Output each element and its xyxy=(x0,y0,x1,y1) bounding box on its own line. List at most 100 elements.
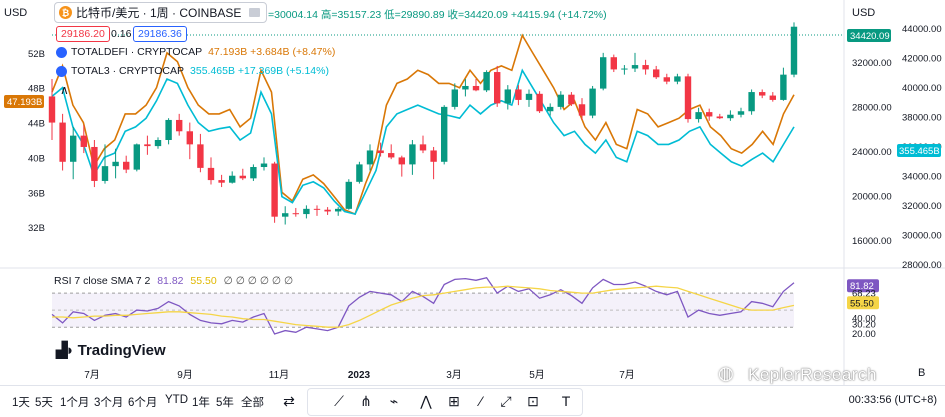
left-axis-tick: 40B xyxy=(28,153,45,164)
candle-body xyxy=(716,116,723,119)
right-axis-tick-2: 32000.00 xyxy=(852,58,892,69)
left-axis-tick: 32B xyxy=(28,223,45,234)
right-axis-currency[interactable]: USD xyxy=(852,7,876,19)
wechat-icon: ◍ xyxy=(718,363,734,383)
candle-body xyxy=(759,92,766,96)
right-axis-tick: 34000.00 xyxy=(902,172,942,183)
candle-body xyxy=(250,167,257,179)
candle-body xyxy=(684,76,692,120)
left-axis-tick: 48B xyxy=(28,84,45,95)
candle-body xyxy=(451,89,458,107)
tradingview-logo[interactable]: ▟◗ TradingView xyxy=(56,341,166,360)
calendar-icon[interactable]: ⇄ xyxy=(283,392,295,409)
ruler-icon[interactable]: ⁄ xyxy=(479,393,483,409)
candle-body xyxy=(419,144,427,151)
range-icon[interactable]: ⊡ xyxy=(527,392,539,409)
defi-badge xyxy=(4,95,44,108)
candle-body xyxy=(642,65,649,70)
measure-icon[interactable]: ⤢ xyxy=(500,392,512,409)
candle-body xyxy=(59,122,66,162)
right-axis-tick-2: 16000.00 xyxy=(852,236,892,247)
timeframe-1[interactable]: 5天 xyxy=(35,397,53,409)
rsi-legend[interactable]: RSI 7 close SMA 7 2 81.82 55.50 ∅ ∅ ∅ ∅ … xyxy=(54,275,294,287)
timeframe-7[interactable]: 5年 xyxy=(216,397,234,409)
candle-body xyxy=(398,157,405,165)
right-axis-tick: 42000.00 xyxy=(902,54,942,65)
candle-body xyxy=(313,208,321,210)
candle-body xyxy=(123,161,130,170)
candle-body xyxy=(207,167,215,181)
clock-readout[interactable]: 00:33:56 (UTC+8) xyxy=(848,394,937,406)
series-line-0 xyxy=(51,33,795,216)
timeframe-4[interactable]: 6个月 xyxy=(128,397,158,409)
candle-body xyxy=(154,140,162,147)
last-price-label: 34420.09 xyxy=(850,31,890,42)
right-axis-tick-2: 28000.00 xyxy=(852,103,892,114)
log-scale-toggle[interactable]: B xyxy=(918,367,926,379)
rsi-axis-tick: 40.00 xyxy=(852,314,876,325)
candle-body xyxy=(663,77,670,82)
timeframe-6[interactable]: 1年 xyxy=(192,397,210,409)
fib-icon[interactable]: ⊞ xyxy=(448,392,460,409)
pitchfork-icon[interactable]: ⋔ xyxy=(360,392,372,409)
candle-body xyxy=(631,65,639,69)
x-axis-tick: 5月 xyxy=(529,369,545,381)
timeframe-2[interactable]: 1个月 xyxy=(60,397,90,409)
brush-icon[interactable]: ⌁ xyxy=(389,392,399,409)
candle-body xyxy=(780,74,787,100)
total3-label: 355.465B xyxy=(899,146,940,157)
left-axis-currency[interactable]: USD xyxy=(4,7,28,19)
candle-body xyxy=(80,135,87,147)
timeframe-0[interactable]: 1天 xyxy=(12,397,30,409)
left-axis-tick: 36B xyxy=(28,188,45,199)
candle-body xyxy=(282,213,289,217)
sell-price-box[interactable]: 29186.20 xyxy=(56,26,110,42)
legend-dot-icon xyxy=(56,46,67,58)
legend-total3[interactable]: TOTAL3 · CRYPTOCAP 355.465B +17.369B (+5… xyxy=(56,65,329,77)
collapse-legend-icon[interactable]: ∧ xyxy=(60,83,69,97)
candle-body xyxy=(165,119,172,140)
buy-price-box[interactable]: 29186.36 xyxy=(133,26,187,42)
watermark-text: KeplerResearch xyxy=(748,365,877,384)
timeframe-5[interactable]: YTD xyxy=(165,394,188,406)
text-icon[interactable]: T xyxy=(561,393,571,409)
candle-body xyxy=(568,94,575,105)
x-axis-tick: 9月 xyxy=(177,369,193,381)
x-axis-tick: 7月 xyxy=(84,369,100,381)
candle-body xyxy=(176,119,183,132)
symbol-selector[interactable]: ₿ 比特币/美元 · 1周 · COINBASE xyxy=(54,2,268,23)
rsi-value-label: 81.82 xyxy=(850,281,874,292)
compare-icon[interactable] xyxy=(249,8,261,17)
candle-body xyxy=(101,166,109,181)
right-axis-tick: 40000.00 xyxy=(902,83,942,94)
last-price-badge xyxy=(847,29,891,42)
timeframe-8[interactable]: 全部 xyxy=(241,397,264,409)
candle-body xyxy=(515,89,522,100)
candle-body xyxy=(377,150,384,154)
candle-body xyxy=(737,111,745,115)
pattern-icon[interactable]: ⋀ xyxy=(420,392,432,409)
legend-totaldefi[interactable]: TOTALDEFI · CRYPTOCAP 47.193B +3.684B (+… xyxy=(56,46,335,58)
candle-body xyxy=(303,208,310,215)
candle-body xyxy=(345,181,352,209)
candle-body xyxy=(674,76,681,82)
right-axis-tick: 32000.00 xyxy=(902,201,942,212)
timeframe-3[interactable]: 3个月 xyxy=(94,397,124,409)
ohlc-readout: =30004.14 高=35157.23 低=29890.89 收=34420.… xyxy=(268,9,607,21)
candle-body xyxy=(441,106,448,162)
candle-body xyxy=(324,209,331,212)
candle-body xyxy=(292,213,299,215)
candle-body xyxy=(197,144,204,168)
total3-badge xyxy=(897,144,941,157)
trendline-icon[interactable]: ⟋ xyxy=(334,392,344,409)
candle-body xyxy=(112,161,119,167)
candle-body xyxy=(388,153,395,158)
candle-body xyxy=(91,146,98,181)
candle-body xyxy=(578,104,586,116)
candle-body xyxy=(504,89,511,104)
candle-body xyxy=(472,85,480,91)
candle-body xyxy=(536,93,543,112)
candle-body xyxy=(186,131,193,145)
candle-body xyxy=(621,68,628,70)
